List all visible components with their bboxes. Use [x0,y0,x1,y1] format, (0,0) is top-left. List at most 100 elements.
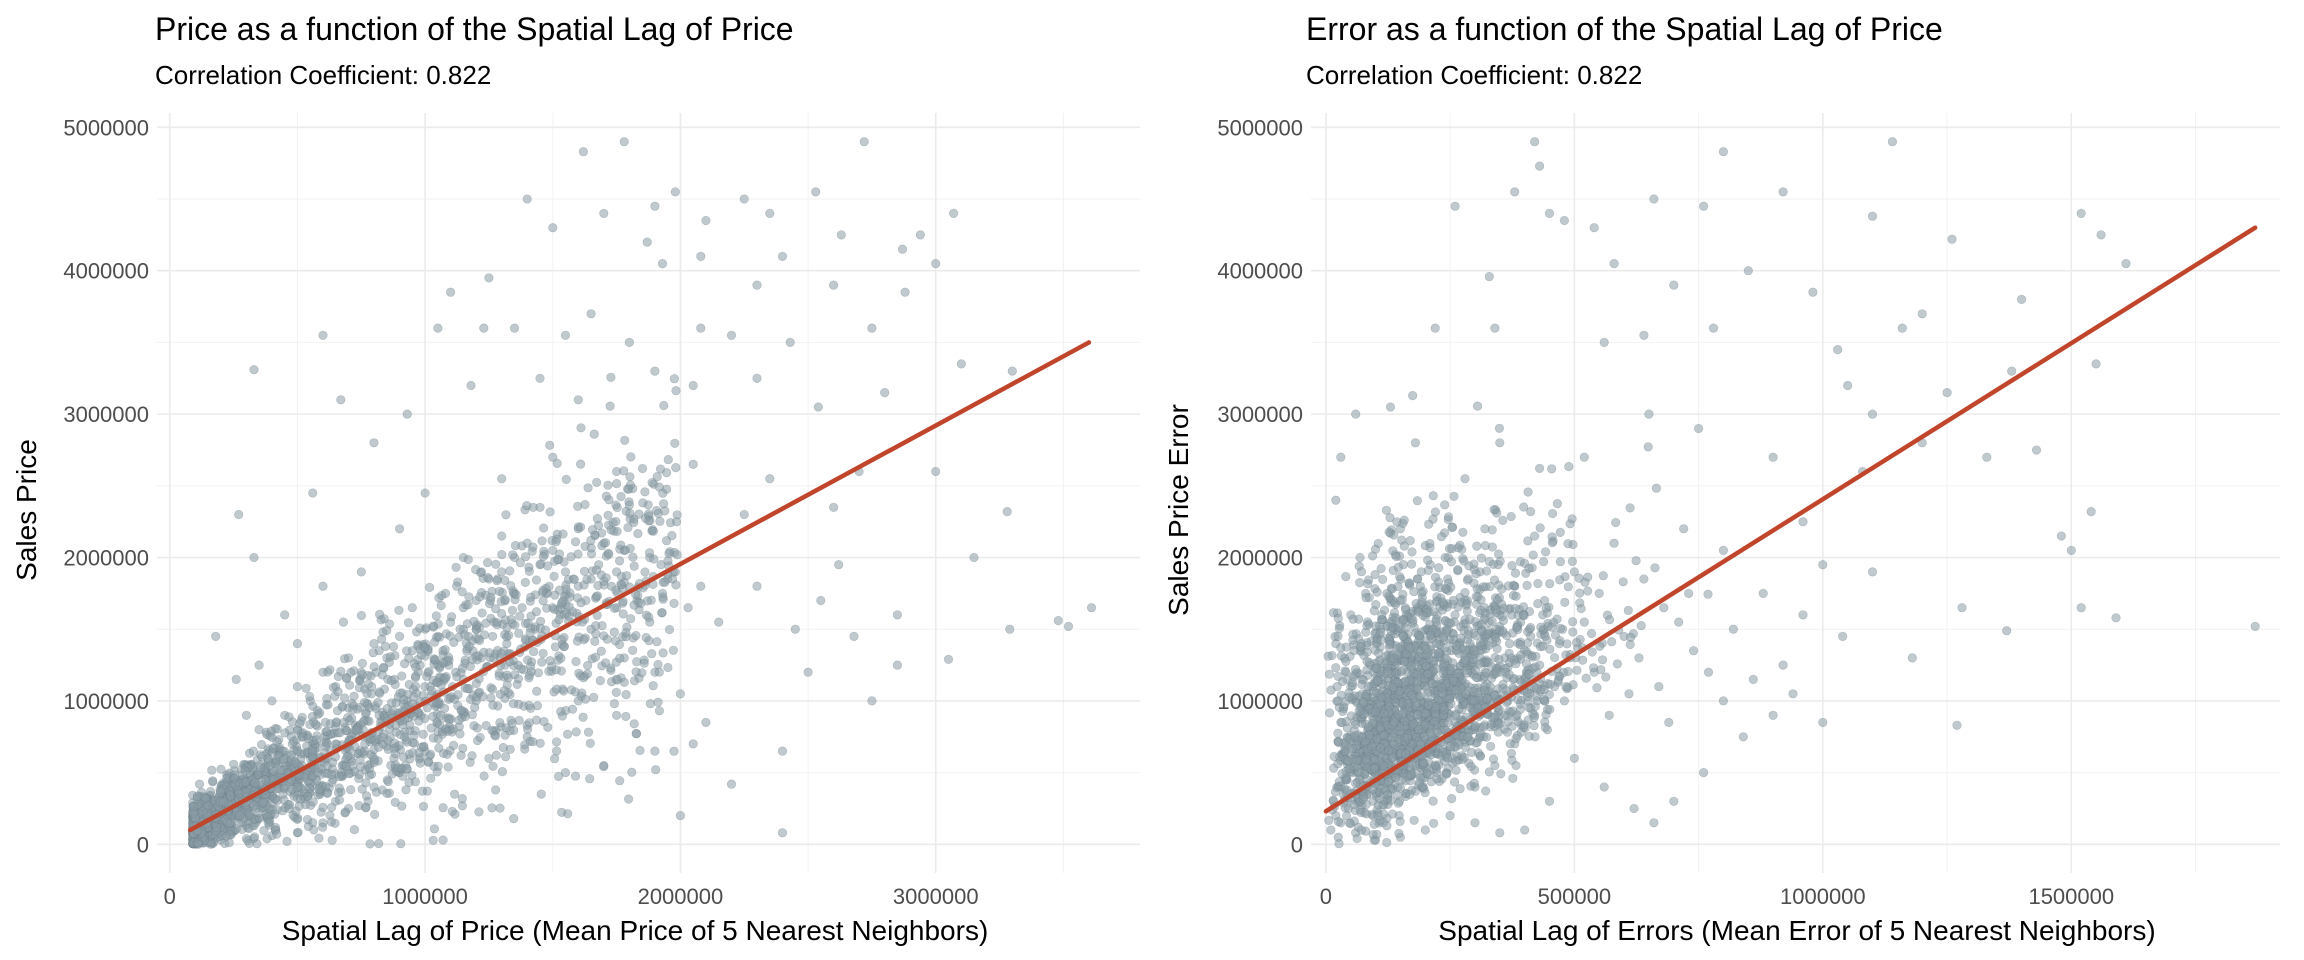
left-data-point [370,809,380,820]
right-data-point [1361,809,1371,819]
left-data-point [599,208,609,218]
right-data-point [1399,515,1409,525]
left-data-point [410,681,421,691]
left-data-point [413,641,423,651]
left-data-point [601,573,611,583]
right-data-point [1450,201,1460,211]
left-data-point [486,595,496,606]
right-data-point [1382,588,1392,599]
right-data-point [1356,641,1366,652]
right-data-point [1429,716,1440,727]
left-data-point [561,474,571,485]
right-data-point [2007,366,2017,376]
left-data-point [611,710,622,720]
left-data-point [651,765,661,775]
left-data-point [575,459,586,469]
left-data-point [522,194,532,204]
right-data-point [1758,588,1768,599]
left-data-point [356,610,367,621]
right-data-point [1522,580,1532,591]
left-data-point [382,788,392,799]
left-data-point [241,710,251,720]
left-data-point [701,215,711,226]
right-data-point [1545,579,1555,589]
left-data-point [629,600,639,610]
right-data-point [1669,796,1679,806]
left-data-point [415,623,425,633]
left-data-point [426,773,436,783]
right-data-point [1867,211,1878,221]
left-data-point [437,729,448,739]
right-data-point [1340,666,1350,676]
left-data-point [956,359,966,369]
left-data-point [356,762,366,772]
right-data-point [1688,646,1699,656]
left-data-point [466,380,476,391]
left-data-point [585,774,595,784]
right-data-point [1455,784,1465,794]
left-data-point [311,719,321,730]
right-data-point [1438,668,1448,678]
left-data-point [597,621,607,631]
right-data-point [1552,614,1562,624]
left-data-point [644,612,654,622]
right-data-point [1567,556,1577,567]
right-data-point [1698,767,1709,778]
right-data-point [1396,666,1406,677]
right-data-point [1379,730,1389,740]
right-data-point [1448,595,1459,606]
left-data-point [596,646,606,656]
right-data-point [1592,683,1602,693]
right-data-point [1329,751,1339,762]
left-data-point [497,531,507,541]
left-data-point [653,659,663,670]
right-data-point [1334,839,1344,849]
right-data-point [1460,474,1470,484]
left-data-point [669,374,680,384]
right-data-point [1336,452,1346,462]
right-x-tick-label: 0 [1320,884,1332,909]
right-data-point [2076,603,2086,613]
left-data-point [241,777,251,787]
right-data-point [1540,547,1551,557]
right-data-point [1808,287,1818,297]
left-data-point [260,775,270,785]
left-data-point [496,648,506,658]
left-data-point [675,689,686,699]
right-data-point [1748,674,1758,685]
left-data-point [397,671,407,681]
right-data-point [1414,724,1424,735]
right-data-point [1483,657,1493,668]
left-data-point [428,835,438,845]
right-data-point [1867,409,1878,419]
right-data-point [1407,547,1417,557]
left-data-point [221,831,232,841]
right-data-point [1540,722,1550,733]
left-data-point [467,751,477,761]
right-data-point [1405,535,1415,546]
left-data-point [658,648,668,658]
left-data-point [418,729,428,739]
right-data-point [1494,654,1504,665]
right-data-point [1418,610,1428,621]
left-y-tick-label: 0 [137,832,149,857]
left-data-point [547,661,557,672]
left-data-point [619,137,629,147]
left-data-point [475,592,485,602]
right-data-point [1434,563,1444,573]
left-data-point [333,687,343,697]
left-data-point [614,556,625,566]
left-data-point [813,402,823,412]
left-data-point [362,688,372,699]
left-data-point [567,704,578,714]
left-data-point [553,771,564,782]
left-data-point [309,825,319,835]
left-data-point [440,644,450,655]
right-data-point [1589,223,1599,233]
left-data-point [629,561,639,571]
right-data-point [1444,618,1454,628]
right-data-point [1559,696,1569,706]
left-data-point [538,551,548,562]
left-data-point [360,739,370,749]
left-data-point [616,491,626,502]
